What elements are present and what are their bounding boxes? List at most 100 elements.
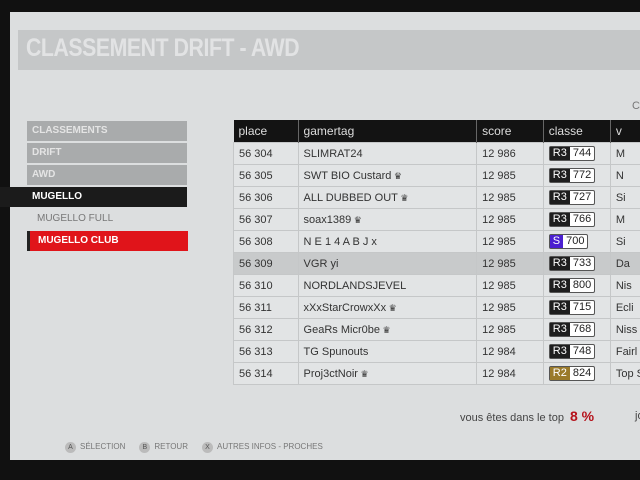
class-cell: R3 768: [542, 318, 611, 341]
vehicle-cell: M: [609, 208, 640, 231]
vehicle-cell: Nis: [609, 274, 640, 297]
table-row[interactable]: 56 305 SWT BIO Custard ♛ 12 985 R3 772 N: [233, 164, 640, 187]
gamertag-text: TG Spunouts: [303, 345, 369, 358]
class-badge: R3 715: [548, 300, 596, 315]
class-cell: R3 748: [542, 340, 611, 363]
gamertag-cell: soax1389 ♛: [297, 208, 478, 231]
class-cell: R3 766: [542, 208, 611, 231]
class-cell: R3 733: [542, 252, 611, 275]
score-cell: 12 984: [476, 362, 544, 385]
game-screen: CLASSEMENT DRIFT - AWD C CLASSEMENTS DRIF…: [0, 12, 640, 460]
menu-item-classements[interactable]: CLASSEMENTS: [27, 121, 187, 141]
score-cell: 12 984: [476, 340, 544, 363]
performance-index: 748: [572, 345, 592, 357]
page-title: CLASSEMENT DRIFT - AWD: [26, 34, 300, 62]
menu-item-mugello[interactable]: MUGELLO: [0, 187, 187, 207]
gamertag-cell: SWT BIO Custard ♛: [297, 164, 478, 187]
gamertag-text: N E 1 4 A B J x: [303, 235, 377, 248]
button-b-icon: B: [139, 442, 151, 453]
menu-item-mugello-full[interactable]: MUGELLO FULL: [37, 213, 114, 224]
gamertag-cell: ALL DUBBED OUT ♛: [297, 186, 478, 209]
class-badge: R3 766: [548, 212, 596, 227]
class-badge: R2 824: [548, 366, 596, 381]
score-cell: 12 985: [476, 208, 544, 231]
cut-text: jou: [635, 410, 640, 422]
class-badge: R3 748: [548, 344, 596, 359]
table-row[interactable]: 56 310 NORDLANDSJEVEL 12 985 R3 800 Nis: [233, 274, 640, 297]
performance-index: 800: [572, 279, 592, 291]
place-cell: 56 305: [233, 164, 299, 187]
menu-item-awd[interactable]: AWD: [27, 165, 187, 185]
gamertag-cell: TG Spunouts: [297, 340, 478, 363]
place-cell: 56 312: [233, 318, 299, 341]
score-cell: 12 985: [476, 230, 544, 253]
column-header-v[interactable]: v: [610, 120, 640, 143]
place-cell: 56 311: [233, 296, 299, 319]
gamertag-text: SWT BIO Custard: [303, 169, 392, 182]
score-cell: 12 986: [476, 142, 544, 165]
gamertag-text: NORDLANDSJEVEL: [303, 279, 407, 292]
table-row[interactable]: 56 307 soax1389 ♛ 12 985 R3 766 M: [233, 208, 640, 231]
table-header: place gamertag score classe v: [233, 120, 640, 143]
top-value: 8 %: [569, 408, 595, 424]
place-cell: 56 307: [233, 208, 299, 231]
column-header-gamertag[interactable]: gamertag: [298, 120, 478, 143]
column-header-score[interactable]: score: [476, 120, 544, 143]
hint-x[interactable]: X AUTRES INFOS - PROCHES: [201, 442, 323, 453]
class-badge: R3 744: [548, 146, 596, 161]
crown-icon: ♛: [386, 302, 397, 313]
table-row[interactable]: 56 306 ALL DUBBED OUT ♛ 12 985 R3 727 Si: [233, 186, 640, 209]
performance-index: 744: [572, 147, 592, 159]
gamertag-cell: SLIMRAT24: [297, 142, 478, 165]
table-row[interactable]: 56 308 N E 1 4 A B J x 12 985 S 700 Si: [233, 230, 640, 253]
table-row[interactable]: 56 309 VGR yi 12 985 R3 733 Da: [233, 252, 640, 275]
column-header-place[interactable]: place: [233, 120, 299, 143]
score-cell: 12 985: [476, 296, 544, 319]
place-cell: 56 306: [233, 186, 299, 209]
class-letter: R3: [549, 257, 570, 270]
table-row[interactable]: 56 311 xXxStarCrowxXx ♛ 12 985 R3 715 Ecli: [233, 296, 640, 319]
gamertag-cell: VGR yi: [297, 252, 478, 275]
class-cell: R3 772: [542, 164, 611, 187]
score-cell: 12 985: [476, 164, 544, 187]
crown-icon: ♛: [397, 192, 409, 203]
hint-a[interactable]: A SÉLECTION: [65, 442, 125, 453]
hint-b[interactable]: B RETOUR: [139, 442, 188, 453]
class-badge: R3 772: [548, 168, 596, 183]
table-row[interactable]: 56 304 SLIMRAT24 12 986 R3 744 M: [233, 142, 640, 165]
class-badge: R3 800: [548, 278, 596, 293]
table-row[interactable]: 56 312 GeaRs Micr0be ♛ 12 985 R3 768 Niss: [233, 318, 640, 341]
gamertag-text: VGR yi: [303, 257, 339, 270]
crown-icon: ♛: [351, 214, 362, 225]
vehicle-cell: Ecli: [609, 296, 640, 319]
performance-index: 715: [572, 301, 592, 313]
class-letter: R3: [549, 191, 570, 204]
gamertag-text: SLIMRAT24: [303, 147, 363, 160]
class-letter: R3: [549, 323, 570, 336]
class-letter: R3: [549, 213, 570, 226]
menu-item-mugello-club[interactable]: MUGELLO CLUB: [27, 231, 188, 251]
class-badge: R3 733: [548, 256, 596, 271]
corner-text: C: [632, 100, 640, 112]
class-cell: R3 744: [542, 142, 611, 165]
vehicle-cell: Si: [609, 186, 640, 209]
performance-index: 700: [566, 235, 585, 247]
class-letter: S: [549, 235, 564, 248]
place-cell: 56 304: [233, 142, 299, 165]
crown-icon: ♛: [379, 324, 391, 335]
class-letter: R3: [549, 169, 570, 182]
gamertag-text: xXxStarCrowxXx: [303, 301, 387, 314]
menu-item-drift[interactable]: DRIFT: [27, 143, 187, 163]
gamertag-cell: GeaRs Micr0be ♛: [297, 318, 478, 341]
hint-label: RETOUR: [154, 442, 188, 451]
class-badge: R3 768: [548, 322, 596, 337]
performance-index: 772: [572, 169, 592, 181]
class-letter: R3: [549, 345, 570, 358]
class-cell: R3 715: [542, 296, 611, 319]
class-cell: R3 800: [542, 274, 611, 297]
table-row[interactable]: 56 313 TG Spunouts 12 984 R3 748 Fairl: [233, 340, 640, 363]
button-a-icon: A: [65, 442, 76, 453]
column-header-classe[interactable]: classe: [543, 120, 611, 143]
vehicle-cell: Top S: [609, 362, 640, 385]
